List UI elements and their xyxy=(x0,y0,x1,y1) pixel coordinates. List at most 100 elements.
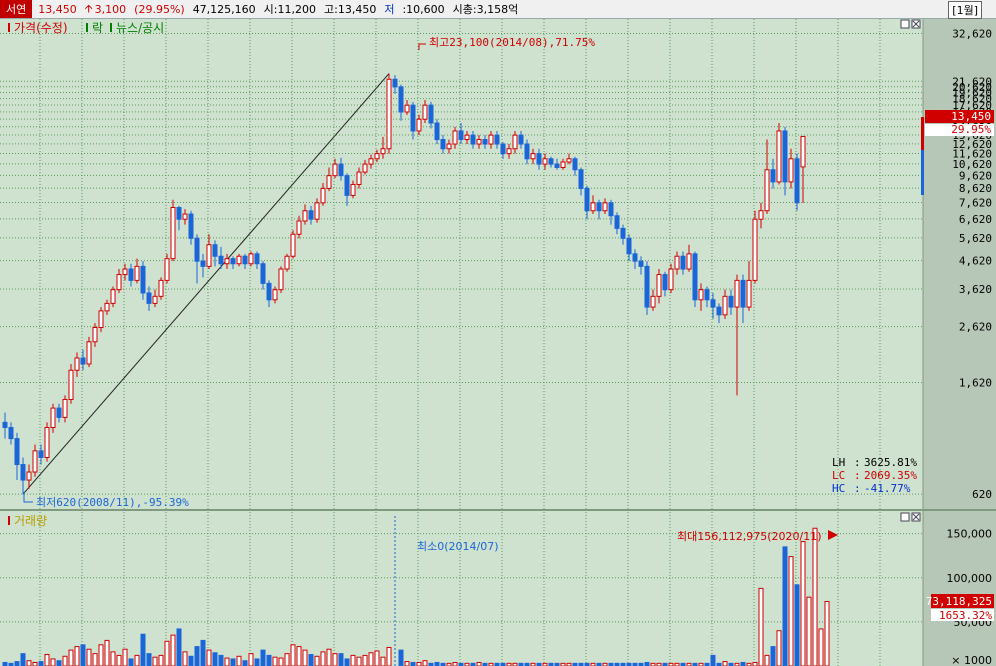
stock-name[interactable]: 서연 xyxy=(0,0,33,18)
current-pct-tag xyxy=(925,124,994,136)
candle xyxy=(362,159,368,175)
volume-panel-controls[interactable] xyxy=(900,512,921,522)
volume-bar xyxy=(440,662,446,666)
volume-bar xyxy=(698,662,704,666)
maximize-icon[interactable] xyxy=(900,19,910,29)
candle-body xyxy=(194,237,200,262)
candle xyxy=(38,444,44,465)
candle xyxy=(764,139,770,215)
legend-price[interactable]: 가격(수정) xyxy=(14,21,68,35)
candle xyxy=(26,464,32,489)
volume-bar xyxy=(608,662,614,666)
volume-bar xyxy=(350,654,356,666)
low-label: 저 xyxy=(384,3,395,16)
volume-bar xyxy=(620,662,626,666)
candle xyxy=(56,403,62,423)
candle xyxy=(428,101,434,129)
candle xyxy=(800,135,806,203)
candle-body xyxy=(98,310,104,329)
maximize-icon[interactable] xyxy=(900,512,910,522)
volume-bar xyxy=(458,662,464,666)
candle-body xyxy=(782,130,788,183)
candle-body xyxy=(476,139,482,145)
candle-body xyxy=(710,299,716,308)
candle-body xyxy=(164,258,170,281)
volume-bar xyxy=(752,661,758,666)
candle-body xyxy=(332,163,338,177)
volume-bar xyxy=(140,633,146,666)
candle xyxy=(680,251,686,275)
period-button[interactable]: [1월] xyxy=(948,1,982,19)
volume-bar xyxy=(446,662,452,666)
candle xyxy=(20,457,26,495)
volume-bar xyxy=(494,662,500,666)
volume-bar xyxy=(194,646,200,666)
candle-body xyxy=(344,175,350,196)
candle xyxy=(548,156,554,168)
candle xyxy=(50,403,56,433)
candle-body xyxy=(734,279,740,308)
candle-body xyxy=(32,450,38,473)
price-tick-label: 620 xyxy=(972,488,992,501)
volume-bar xyxy=(158,654,164,666)
candle xyxy=(470,130,476,149)
vertical-gridlines xyxy=(39,19,881,666)
volume-bar xyxy=(488,662,494,666)
volume-bar xyxy=(188,655,194,666)
candle-body xyxy=(524,143,530,160)
price-tick-label: 9,620 xyxy=(959,169,992,182)
candle-body xyxy=(374,153,380,160)
volume-bar xyxy=(50,658,56,666)
candle xyxy=(500,142,506,159)
candle xyxy=(182,209,188,225)
trendline[interactable] xyxy=(22,73,390,495)
legend-lock[interactable]: 락 xyxy=(92,21,103,35)
stat-lh-label: LH xyxy=(832,456,845,469)
volume-bar xyxy=(590,662,596,666)
range-bar-up xyxy=(921,117,924,150)
candle xyxy=(782,126,788,196)
price-gridlines xyxy=(0,32,923,495)
volume-plot-area xyxy=(0,511,923,666)
legend-volume[interactable]: 거래량 xyxy=(14,514,47,528)
volume-bar xyxy=(278,657,284,666)
candle xyxy=(740,274,746,324)
candle xyxy=(530,148,536,165)
candle xyxy=(392,75,398,94)
volume-bar xyxy=(686,662,692,666)
volume-bar xyxy=(428,662,434,666)
candle-body xyxy=(26,471,32,481)
candle-body xyxy=(68,369,74,400)
price-panel-controls[interactable] xyxy=(900,19,921,29)
candle xyxy=(452,126,458,149)
volume-bar xyxy=(470,662,476,666)
candle-body xyxy=(350,183,356,196)
candle xyxy=(596,199,602,220)
candle xyxy=(686,244,692,272)
volume-bar xyxy=(746,662,752,666)
candle-body xyxy=(362,163,368,173)
volume-bar xyxy=(596,662,602,666)
volume-bar xyxy=(170,634,176,666)
candle-body xyxy=(326,175,332,189)
candle xyxy=(368,154,374,169)
candle xyxy=(794,153,800,211)
candle-body xyxy=(242,255,248,265)
candle-body xyxy=(596,202,602,212)
current-volume-tag-text: 73,118,325 xyxy=(926,595,992,608)
candle xyxy=(440,135,446,154)
volume-bar xyxy=(212,652,218,666)
candle-body xyxy=(104,302,110,312)
candle xyxy=(728,289,734,315)
price-tick-label: 20,620 xyxy=(952,81,992,94)
volume-tick-label: 100,000 xyxy=(947,572,993,585)
candle xyxy=(158,277,164,300)
volume-bar xyxy=(146,653,152,666)
candle xyxy=(446,139,452,154)
candle-body xyxy=(146,292,152,304)
candle xyxy=(614,212,620,235)
current-pct-tag-text: 29.95% xyxy=(951,123,991,136)
open-price: 시:11,200 xyxy=(263,3,316,16)
legend-news[interactable]: 뉴스/공시 xyxy=(116,21,164,35)
volume-bar xyxy=(218,654,224,666)
